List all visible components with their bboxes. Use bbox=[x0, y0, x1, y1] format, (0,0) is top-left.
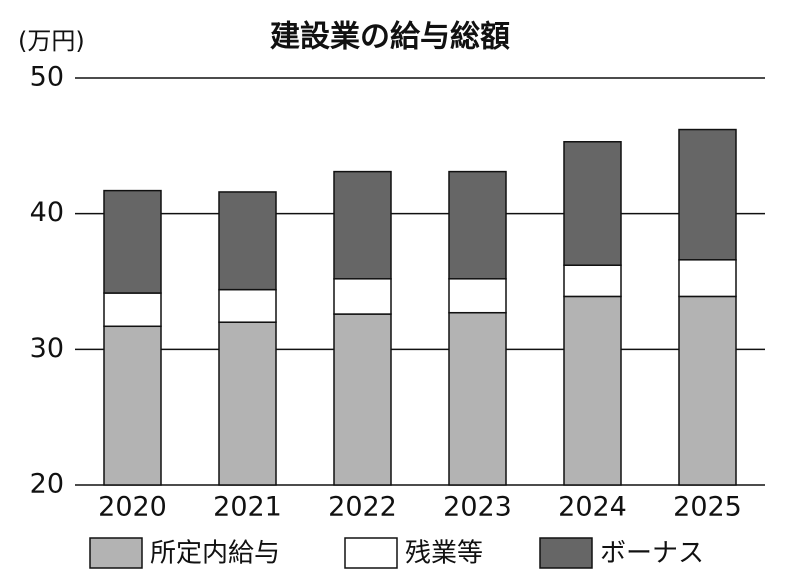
bar-segment bbox=[103, 325, 162, 486]
bar-segment bbox=[678, 128, 737, 261]
y-tick-label: 20 bbox=[30, 469, 64, 500]
x-tick-label: 2021 bbox=[213, 492, 282, 523]
bar-segment bbox=[563, 141, 622, 266]
legend-swatch bbox=[344, 537, 398, 569]
legend-label: ボーナス bbox=[600, 539, 704, 569]
legend-swatch bbox=[539, 537, 593, 569]
chart-title: 建設業の給与総額 bbox=[270, 20, 510, 55]
y-axis-label: (万円) bbox=[18, 27, 85, 55]
bar-segment bbox=[103, 189, 162, 294]
bar-segment bbox=[333, 170, 392, 280]
bar-segment bbox=[563, 295, 622, 486]
x-tick-label: 2024 bbox=[558, 492, 627, 523]
bar-segment bbox=[333, 313, 392, 486]
bar-segment bbox=[678, 295, 737, 486]
bar-segment bbox=[333, 278, 392, 315]
x-tick-label: 2022 bbox=[328, 492, 397, 523]
bar-segment bbox=[448, 170, 507, 280]
legend-label: 所定内給与 bbox=[150, 539, 280, 569]
y-tick-label: 50 bbox=[30, 62, 64, 93]
bar-segment bbox=[563, 264, 622, 298]
x-tick-label: 2023 bbox=[443, 492, 512, 523]
bar-segment bbox=[448, 311, 507, 486]
y-tick-label: 30 bbox=[30, 333, 64, 364]
bar-segment bbox=[218, 191, 277, 291]
bar-segment bbox=[218, 321, 277, 486]
x-tick-label: 2025 bbox=[673, 492, 742, 523]
legend-label: 残業等 bbox=[405, 539, 483, 569]
bar-segment bbox=[103, 292, 162, 328]
bar-segment bbox=[678, 259, 737, 298]
x-tick-label: 2020 bbox=[98, 492, 167, 523]
y-tick-label: 40 bbox=[30, 197, 64, 228]
bar-segment bbox=[448, 278, 507, 314]
bar-segment bbox=[218, 288, 277, 323]
legend-swatch bbox=[89, 537, 143, 569]
